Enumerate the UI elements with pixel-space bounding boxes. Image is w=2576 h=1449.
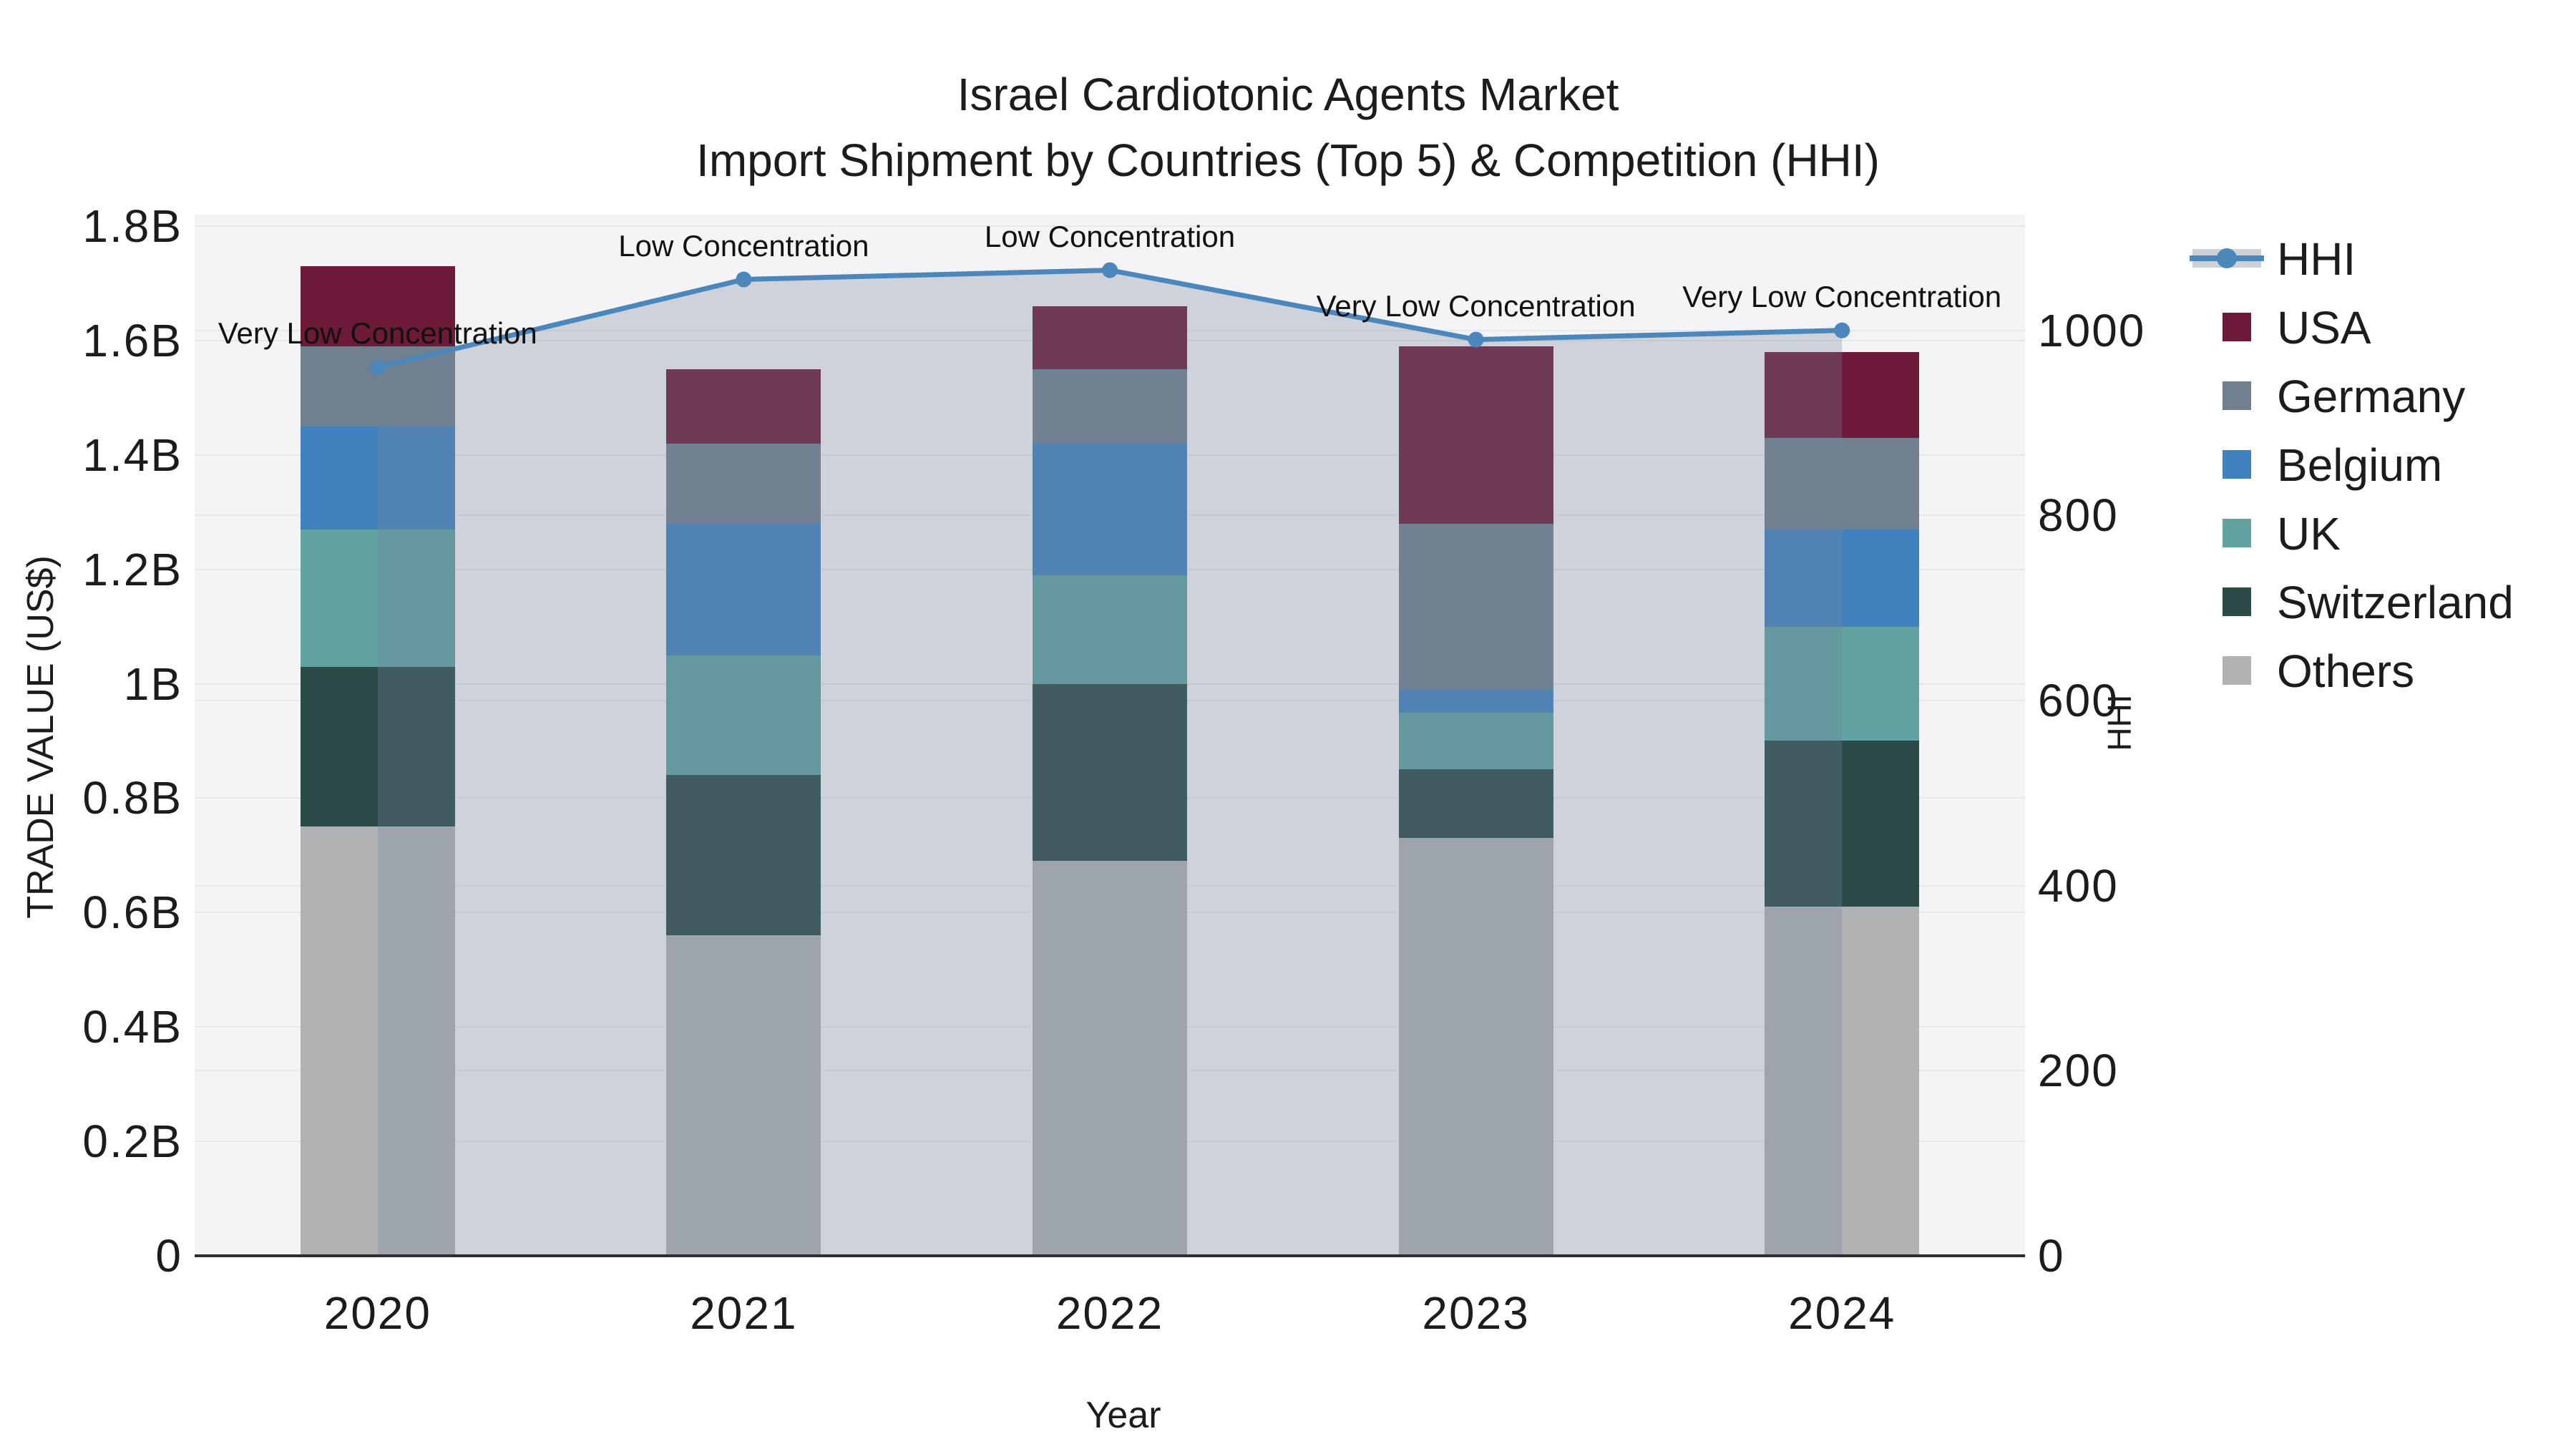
y-right-tick-800: 800 [2038, 489, 2119, 542]
bar-segment-usa-2023 [1398, 346, 1553, 524]
y-right-tick-600: 600 [2038, 675, 2119, 726]
y-left-tick-0.8B: 0.8B [82, 772, 182, 824]
bar-segment-belgium-2020 [300, 426, 455, 530]
y-left-tick-0.2B: 0.2B [82, 1116, 182, 1168]
bar-segment-usa-2021 [666, 369, 821, 444]
bar-segment-belgium-2022 [1033, 443, 1187, 575]
bar-segment-uk-2024 [1765, 626, 1920, 741]
x-tick-2021: 2021 [690, 1287, 798, 1339]
hhi-area-fill [377, 270, 1843, 1256]
hhi-marker-2022 [1102, 262, 1118, 278]
bar-segment-others-2023 [1398, 838, 1553, 1256]
y-right-tick-400: 400 [2038, 859, 2119, 912]
x-tick-2023: 2023 [1422, 1287, 1530, 1339]
chart-title-line2: Import Shipment by Countries (Top 5) & C… [696, 135, 1880, 186]
y-left-tick-0.4B: 0.4B [82, 1001, 182, 1053]
x-axis-line [195, 1254, 2025, 1257]
bar-segment-switzerland-2023 [1398, 769, 1553, 839]
hhi-marker-2023 [1468, 331, 1484, 348]
y-left-tick-0.6B: 0.6B [82, 887, 182, 939]
bar-segment-germany-2021 [666, 443, 821, 524]
concentration-annotation-2023: Very Low Concentration [1316, 288, 1636, 323]
bar-segment-switzerland-2024 [1765, 741, 1920, 907]
bar-segment-switzerland-2021 [666, 775, 821, 936]
legend-label-switzerland: Switzerland [2277, 577, 2514, 628]
bar-segment-others-2021 [666, 935, 821, 1256]
y-left-tick-1B: 1B [123, 658, 182, 710]
bar-segment-switzerland-2020 [300, 666, 455, 827]
legend-label-belgium: Belgium [2277, 439, 2443, 491]
concentration-annotation-2022: Low Concentration [984, 219, 1236, 253]
y-left-tick-1.4B: 1.4B [82, 429, 182, 481]
plot-area: Very Low Concentration Low Concentration L… [195, 215, 2025, 1256]
x-axis-title: Year [1085, 1395, 1161, 1436]
x-tick-2024: 2024 [1788, 1287, 1896, 1339]
legend-swatch-others [2223, 656, 2251, 685]
bar-segment-usa-2022 [1033, 306, 1187, 369]
x-tick-2020: 2020 [323, 1287, 431, 1339]
legend-label-usa: USA [2277, 302, 2371, 353]
legend-swatch-uk [2223, 519, 2251, 547]
concentration-annotation-2021: Low Concentration [618, 228, 869, 263]
y-right-tick-0: 0 [2038, 1230, 2065, 1282]
bar-segment-belgium-2021 [666, 523, 821, 655]
legend-swatch-germany [2223, 381, 2251, 410]
bar-segment-others-2020 [300, 826, 455, 1256]
hhi-marker-2021 [736, 271, 752, 288]
gridline [195, 225, 2025, 227]
bar-segment-belgium-2023 [1398, 689, 1553, 713]
bar-segment-germany-2022 [1033, 369, 1187, 444]
legend-label-uk: UK [2277, 508, 2341, 560]
hhi-overlay [369, 262, 1850, 1256]
bar-segment-belgium-2024 [1765, 529, 1920, 627]
legend-label-hhi: HHI [2277, 233, 2356, 285]
y-left-axis-title: TRADE VALUE (US$) [20, 555, 62, 919]
y-left-tick-1.6B: 1.6B [82, 314, 182, 366]
bar-segment-uk-2021 [666, 655, 821, 776]
bar-segment-usa-2020 [300, 265, 455, 346]
bar-segment-others-2024 [1765, 907, 1920, 1256]
bar-segment-switzerland-2022 [1033, 683, 1187, 862]
legend-label-others: Others [2277, 645, 2415, 697]
hhi-marker-2020 [369, 359, 386, 376]
legend-swatch-usa [2223, 313, 2251, 341]
x-tick-2022: 2022 [1055, 1287, 1164, 1339]
bar-segment-usa-2024 [1765, 351, 1920, 438]
concentration-annotation-2024: Very Low Concentration [1682, 279, 2002, 313]
y-left-tick-1.2B: 1.2B [82, 543, 182, 595]
bar-segment-uk-2022 [1033, 575, 1187, 684]
legend-swatch-belgium [2223, 450, 2251, 479]
bar-segment-germany-2024 [1765, 437, 1920, 530]
hhi-marker-swatch [2217, 248, 2237, 268]
y-right-tick-200: 200 [2038, 1045, 2119, 1097]
bar-segment-uk-2020 [300, 529, 455, 667]
bar-segment-germany-2023 [1398, 523, 1553, 690]
y-left-tick-1.8B: 1.8B [82, 200, 182, 252]
legend-label-germany: Germany [2277, 371, 2466, 422]
y-right-tick-1000: 1000 [2038, 304, 2146, 356]
y-left-tick-0: 0 [155, 1230, 182, 1282]
concentration-annotation-2020: Very Low Concentration [218, 316, 537, 351]
legend-swatch-switzerland [2223, 587, 2251, 616]
hhi-marker-2024 [1834, 322, 1850, 338]
chart-title-line1: Israel Cardiotonic Agents Market [957, 69, 1619, 120]
bar-segment-others-2022 [1033, 861, 1187, 1256]
bar-segment-uk-2023 [1398, 712, 1553, 770]
